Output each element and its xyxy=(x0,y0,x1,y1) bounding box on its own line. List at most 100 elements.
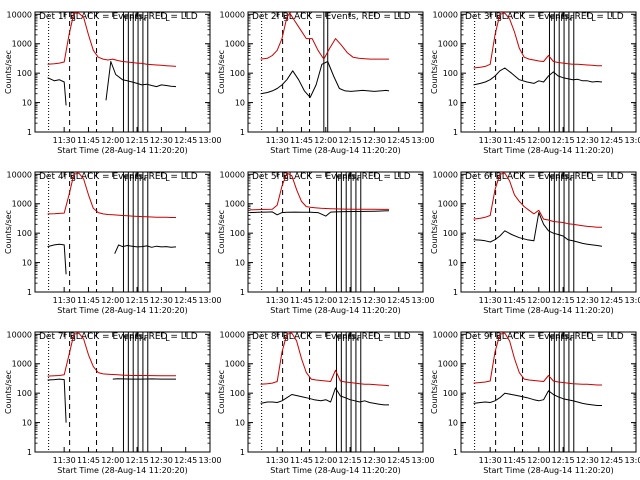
top-marker: F xyxy=(139,174,144,183)
x-tick-label: 11:45 xyxy=(290,296,313,305)
series-line-lld xyxy=(47,12,177,67)
x-axis-label: Start Time (28-Aug-14 11:20:20) xyxy=(57,146,188,155)
y-tick-label: 1 xyxy=(453,288,458,297)
y-tick-label: 1 xyxy=(240,288,245,297)
x-tick-label: 12:45 xyxy=(600,296,623,305)
series-line-events xyxy=(47,77,67,106)
x-tick-label: 12:15 xyxy=(552,296,575,305)
y-tick-label: 1 xyxy=(453,128,458,137)
top-marker: F xyxy=(560,14,565,23)
x-tick-label: 11:45 xyxy=(503,136,526,145)
y-axis-label: Counts/sec xyxy=(430,50,439,94)
x-tick-label: 12:00 xyxy=(314,136,337,145)
panel-det-7: Det 7f BLACK = Events, RED = LLD 1 10 100 10… xyxy=(4,330,222,475)
y-tick-label: 10 xyxy=(235,99,245,108)
panel-title: Det 6f BLACK = Events, RED = LLD xyxy=(465,172,624,182)
top-marker: F xyxy=(352,174,357,183)
x-tick-label: 11:30 xyxy=(266,296,289,305)
y-tick-label: 1 xyxy=(453,448,458,457)
series-line-lld xyxy=(47,332,176,377)
plot-frame xyxy=(460,171,637,293)
series-line-events xyxy=(473,67,603,86)
x-tick-label: 12:45 xyxy=(174,296,197,305)
x-tick-label: 11:30 xyxy=(266,136,289,145)
top-marker: L xyxy=(165,14,170,23)
y-axis-label: Counts/sec xyxy=(4,210,13,254)
y-tick-label: 100 xyxy=(443,229,458,238)
x-tick-label: 13:00 xyxy=(198,296,221,305)
top-marker: F xyxy=(570,334,575,343)
y-tick-label: 10000 xyxy=(220,330,245,339)
x-tick-label: 12:15 xyxy=(126,136,149,145)
x-tick-label: 13:00 xyxy=(198,136,221,145)
x-tick-label: 12:15 xyxy=(552,456,575,465)
y-tick-label: 1000 xyxy=(12,360,32,369)
y-tick-label: 1000 xyxy=(438,360,458,369)
top-marker: F xyxy=(124,334,129,343)
x-tick-label: 13:00 xyxy=(411,456,434,465)
x-axis-label: Start Time (28-Aug-14 11:20:20) xyxy=(270,466,401,475)
y-tick-label: 1 xyxy=(240,448,245,457)
y-tick-label: 10000 xyxy=(220,170,245,179)
x-tick-label: 12:15 xyxy=(339,296,362,305)
y-tick-label: 1000 xyxy=(12,200,32,209)
x-tick-label: 12:00 xyxy=(101,456,124,465)
x-tick-label: 12:45 xyxy=(174,136,197,145)
x-tick-label: 12:00 xyxy=(527,136,550,145)
x-axis-label: Start Time (28-Aug-14 11:20:20) xyxy=(57,466,188,475)
series-line-lld xyxy=(249,172,389,211)
top-marker: F xyxy=(347,334,352,343)
x-tick-label: 12:15 xyxy=(339,136,362,145)
y-tick-label: 10000 xyxy=(7,170,32,179)
y-tick-label: 10000 xyxy=(220,10,245,19)
x-axis-label: Start Time (28-Aug-14 11:20:20) xyxy=(483,146,614,155)
y-tick-label: 1000 xyxy=(438,40,458,49)
y-tick-label: 10 xyxy=(448,259,458,268)
x-axis-label: Start Time (28-Aug-14 11:20:20) xyxy=(270,146,401,155)
panel-title: Det 9f BLACK = Events, RED = LLD xyxy=(465,332,624,342)
y-tick-label: 100 xyxy=(17,69,32,78)
top-marker: F xyxy=(342,174,347,183)
x-tick-label: 12:15 xyxy=(126,296,149,305)
y-axis-label: Counts/sec xyxy=(4,370,13,414)
top-marker: F xyxy=(337,334,342,343)
x-tick-label: 11:30 xyxy=(53,456,76,465)
x-tick-label: 13:00 xyxy=(198,456,221,465)
y-tick-label: 10 xyxy=(235,259,245,268)
top-marker: L xyxy=(165,334,170,343)
plot-frame xyxy=(460,11,637,133)
series-line-events xyxy=(47,378,67,423)
y-axis-label: Counts/sec xyxy=(430,370,439,414)
top-marker: F xyxy=(134,14,139,23)
y-axis-label: Counts/sec xyxy=(4,50,13,94)
top-marker: L xyxy=(165,174,170,183)
series-line-events xyxy=(473,212,603,247)
y-tick-label: 10 xyxy=(235,419,245,428)
x-tick-label: 12:45 xyxy=(387,456,410,465)
x-tick-label: 11:45 xyxy=(290,456,313,465)
x-tick-label: 12:30 xyxy=(363,136,386,145)
x-tick-label: 11:45 xyxy=(290,136,313,145)
x-tick-label: 11:45 xyxy=(77,456,100,465)
top-marker: F xyxy=(550,334,555,343)
y-tick-label: 1 xyxy=(27,288,32,297)
top-marker: F xyxy=(129,174,134,183)
plot-frame xyxy=(247,171,424,293)
y-tick-label: 1000 xyxy=(438,200,458,209)
top-marker: F xyxy=(134,174,139,183)
top-marker: F xyxy=(342,334,347,343)
top-marker: F xyxy=(565,14,570,23)
series-line-events xyxy=(473,390,602,406)
panel-det-2: Det 2f BLACK = Events, RED = LLD 1 10 100 10… xyxy=(217,10,435,155)
x-tick-label: 13:00 xyxy=(411,136,434,145)
panel-det-3: Det 3f BLACK = Events, RED = LLD 1 10 100 10… xyxy=(430,10,640,155)
panel-title: Det 5f BLACK = Events, RED = LLD xyxy=(252,172,411,182)
top-marker: L xyxy=(591,174,596,183)
plot-frame xyxy=(460,331,637,453)
y-tick-label: 10 xyxy=(22,419,32,428)
series-line-events xyxy=(260,61,390,98)
top-marker: F xyxy=(139,14,144,23)
y-tick-label: 100 xyxy=(230,229,245,238)
x-tick-label: 13:00 xyxy=(624,296,640,305)
y-tick-label: 1 xyxy=(27,448,32,457)
